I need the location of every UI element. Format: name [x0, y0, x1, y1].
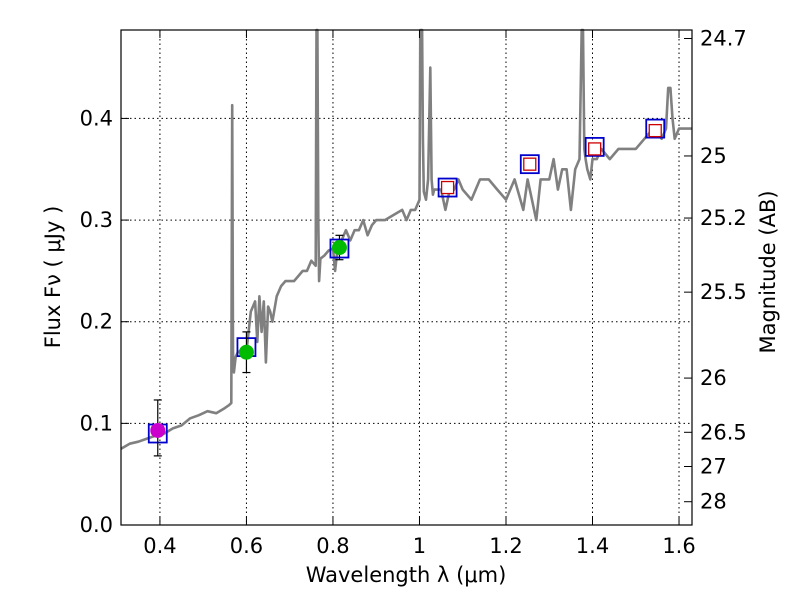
x-tick-label: 1 [413, 534, 426, 558]
y-tick-label: 0.2 [80, 310, 113, 334]
x-tick-label: 0.6 [230, 534, 263, 558]
upper-limit-box [440, 180, 455, 195]
y2-axis-title: Magnitude (AB) [756, 190, 780, 353]
y2-axis-ticks: 24.7 25 25.2 25.5 26 26.5 27 28 [684, 27, 747, 514]
x-tick-label: 1.6 [662, 534, 695, 558]
y-tick-label: 0.0 [80, 513, 113, 537]
model-photometry-box [519, 154, 540, 175]
detection-point [238, 344, 254, 360]
upper-limit-box [588, 142, 602, 156]
x-tick-label: 0.4 [143, 534, 176, 558]
model-photometry-box [584, 136, 605, 157]
spectrum-layer [120, 28, 692, 450]
y2-tick-label: 25.5 [700, 280, 747, 304]
plot-frame [120, 29, 693, 526]
x-axis-ticks: 0.4 0.6 0.8 1 1.2 1.4 1.6 [143, 30, 696, 558]
y2-tick-label: 26.5 [700, 420, 747, 444]
grid-lines [121, 30, 692, 526]
y2-tick-label: 24.7 [700, 27, 747, 51]
x-tick-label: 1.4 [576, 534, 609, 558]
photometry-markers [147, 118, 666, 457]
detection-point [331, 240, 347, 256]
y2-tick-label: 25.2 [700, 206, 747, 230]
spectrum-line [120, 28, 692, 450]
y-axis-ticks: 0.0 0.1 0.2 0.3 0.4 [80, 106, 129, 537]
x-tick-label: 1.2 [489, 534, 522, 558]
model-photometry-box [645, 118, 666, 139]
magenta-point [150, 422, 166, 438]
y2-tick-label: 26 [700, 366, 727, 390]
y2-tick-label: 28 [700, 490, 727, 514]
model-photometry-box [437, 177, 458, 198]
y-axis-title: Flux Fν ( μJy ) [41, 206, 65, 349]
y2-tick-label: 25 [700, 144, 727, 168]
upper-limit-box [523, 157, 537, 171]
y2-tick-label: 27 [700, 455, 727, 479]
x-tick-label: 0.8 [316, 534, 349, 558]
y-tick-label: 0.4 [80, 106, 113, 130]
y-tick-label: 0.1 [80, 411, 113, 435]
y-tick-label: 0.3 [80, 208, 113, 232]
x-axis-title: Wavelength λ (μm) [306, 563, 507, 587]
upper-limit-box [648, 123, 662, 138]
